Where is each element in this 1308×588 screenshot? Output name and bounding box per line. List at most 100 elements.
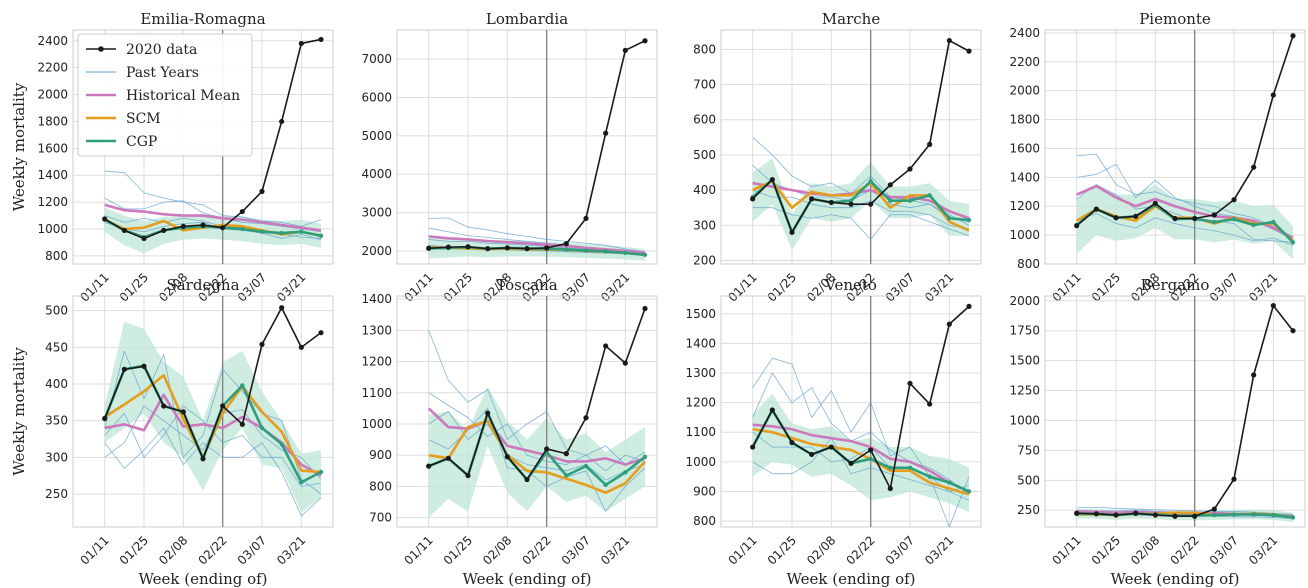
x-tick-label: 03/21 bbox=[1246, 270, 1280, 304]
panel-veneto: Veneto 800 900 1000 1100 1200 1300 1400 1500 01/1… bbox=[685, 276, 982, 588]
point-data2020 bbox=[1133, 213, 1139, 219]
point-data2020 bbox=[750, 196, 756, 202]
panel-title: Lombardia bbox=[486, 10, 568, 28]
point-data2020 bbox=[180, 409, 186, 415]
series-line-hist bbox=[104, 203, 322, 232]
y-tick-label: 1600 bbox=[1009, 141, 1040, 155]
point-data2020 bbox=[809, 451, 815, 458]
point-data2020 bbox=[121, 366, 127, 372]
y-tick-label: 2000 bbox=[37, 88, 68, 102]
x-tick-label: 01/25 bbox=[765, 270, 799, 304]
point-data2020 bbox=[927, 141, 933, 147]
y-tick-label: 450 bbox=[45, 340, 68, 354]
y-tick-label: 1500 bbox=[1009, 354, 1040, 368]
plot-frame bbox=[1044, 29, 1306, 265]
point-data2020 bbox=[1074, 510, 1080, 516]
point-cgp bbox=[564, 473, 569, 478]
x-tick-label: 01/25 bbox=[117, 270, 151, 304]
point-data2020 bbox=[524, 476, 530, 483]
panel-title: Piemonte bbox=[1139, 10, 1211, 28]
x-tick-label: 03/07 bbox=[883, 270, 917, 304]
point-data2020 bbox=[642, 305, 648, 312]
y-tick-label: 800 bbox=[45, 249, 68, 263]
series-line-data2020 bbox=[103, 306, 322, 460]
point-data2020 bbox=[642, 38, 648, 44]
point-cgp bbox=[318, 233, 324, 238]
point-cgp bbox=[583, 463, 589, 469]
point-data2020 bbox=[485, 410, 491, 416]
point-data2020 bbox=[868, 201, 874, 207]
point-data2020 bbox=[465, 472, 471, 479]
x-axis-label: Week (ending of) bbox=[462, 570, 591, 588]
point-data2020 bbox=[563, 241, 569, 247]
y-tick-label: 1400 bbox=[361, 292, 392, 306]
point-data2020 bbox=[622, 47, 628, 53]
point-cgp bbox=[1271, 219, 1276, 225]
panel-piemonte: Piemonte 800 1000 1200 1400 1600 1800 2000 2200 2… bbox=[1009, 10, 1306, 305]
panel-title: Veneto bbox=[824, 276, 877, 294]
point-cgp bbox=[927, 193, 932, 198]
point-data2020 bbox=[809, 196, 815, 202]
point-data2020 bbox=[1192, 513, 1198, 519]
legend-label-scm: SCM bbox=[126, 111, 161, 127]
point-cgp bbox=[1290, 240, 1296, 245]
series-line-past bbox=[428, 217, 646, 253]
y-tick-label: 300 bbox=[693, 218, 716, 232]
point-cgp bbox=[1212, 512, 1217, 518]
series-line-hist bbox=[752, 423, 970, 493]
legend-marker bbox=[98, 46, 104, 52]
y-tick-label: 250 bbox=[45, 487, 68, 501]
legend-label-data2020: 2020 data bbox=[126, 42, 197, 58]
point-cgp bbox=[603, 249, 608, 254]
x-tick-label: 03/21 bbox=[274, 270, 308, 304]
legend-label-past: Past Years bbox=[126, 65, 199, 81]
point-data2020 bbox=[141, 363, 147, 369]
y-tick-label: 400 bbox=[693, 183, 716, 197]
x-tick-label: 01/11 bbox=[1049, 270, 1083, 304]
x-tick-label: 02/08 bbox=[156, 533, 190, 567]
series-line-past bbox=[752, 431, 970, 528]
plot-frame bbox=[72, 29, 334, 265]
series-line-data2020 bbox=[428, 40, 646, 250]
point-data2020 bbox=[180, 223, 186, 229]
point-data2020 bbox=[141, 235, 147, 242]
point-cgp bbox=[279, 441, 284, 447]
point-cgp bbox=[888, 198, 893, 203]
point-cgp bbox=[907, 465, 913, 470]
x-tick-label: 03/21 bbox=[598, 533, 632, 567]
point-data2020 bbox=[1211, 506, 1217, 512]
y-tick-label: 1200 bbox=[37, 195, 68, 209]
point-cgp bbox=[966, 217, 972, 223]
y-tick-label: 900 bbox=[693, 484, 716, 498]
y-tick-label: 5000 bbox=[361, 129, 392, 143]
x-tick-label: 01/25 bbox=[117, 533, 151, 567]
series-line-past bbox=[752, 357, 970, 492]
series-line-data2020 bbox=[104, 38, 322, 240]
series-line-past bbox=[104, 170, 322, 227]
point-cgp bbox=[1251, 512, 1256, 517]
y-tick-label: 1000 bbox=[37, 222, 68, 236]
series-line-hist bbox=[1076, 184, 1294, 240]
point-data2020 bbox=[445, 244, 451, 250]
series-line-past bbox=[1076, 213, 1294, 246]
panel-title: Marche bbox=[822, 10, 881, 28]
point-data2020 bbox=[200, 222, 206, 228]
point-data2020 bbox=[603, 130, 609, 136]
point-data2020 bbox=[1172, 215, 1178, 222]
point-cgp bbox=[947, 480, 952, 485]
point-data2020 bbox=[220, 403, 226, 409]
series-line-hist bbox=[427, 407, 646, 466]
y-tick-label: 6000 bbox=[361, 91, 392, 105]
panel-title: Toscana bbox=[496, 276, 558, 294]
point-cgp bbox=[868, 456, 873, 462]
y-tick-label: 4000 bbox=[361, 167, 392, 181]
y-tick-label: 400 bbox=[45, 377, 68, 391]
y-tick-label: 500 bbox=[693, 148, 716, 162]
y-tick-label: 700 bbox=[369, 511, 392, 525]
y-tick-label: 900 bbox=[369, 448, 392, 462]
point-cgp bbox=[623, 470, 628, 475]
point-data2020 bbox=[239, 421, 245, 427]
y-axis-label: Weekly mortality bbox=[10, 347, 28, 476]
x-tick-label: 02/22 bbox=[195, 533, 229, 567]
